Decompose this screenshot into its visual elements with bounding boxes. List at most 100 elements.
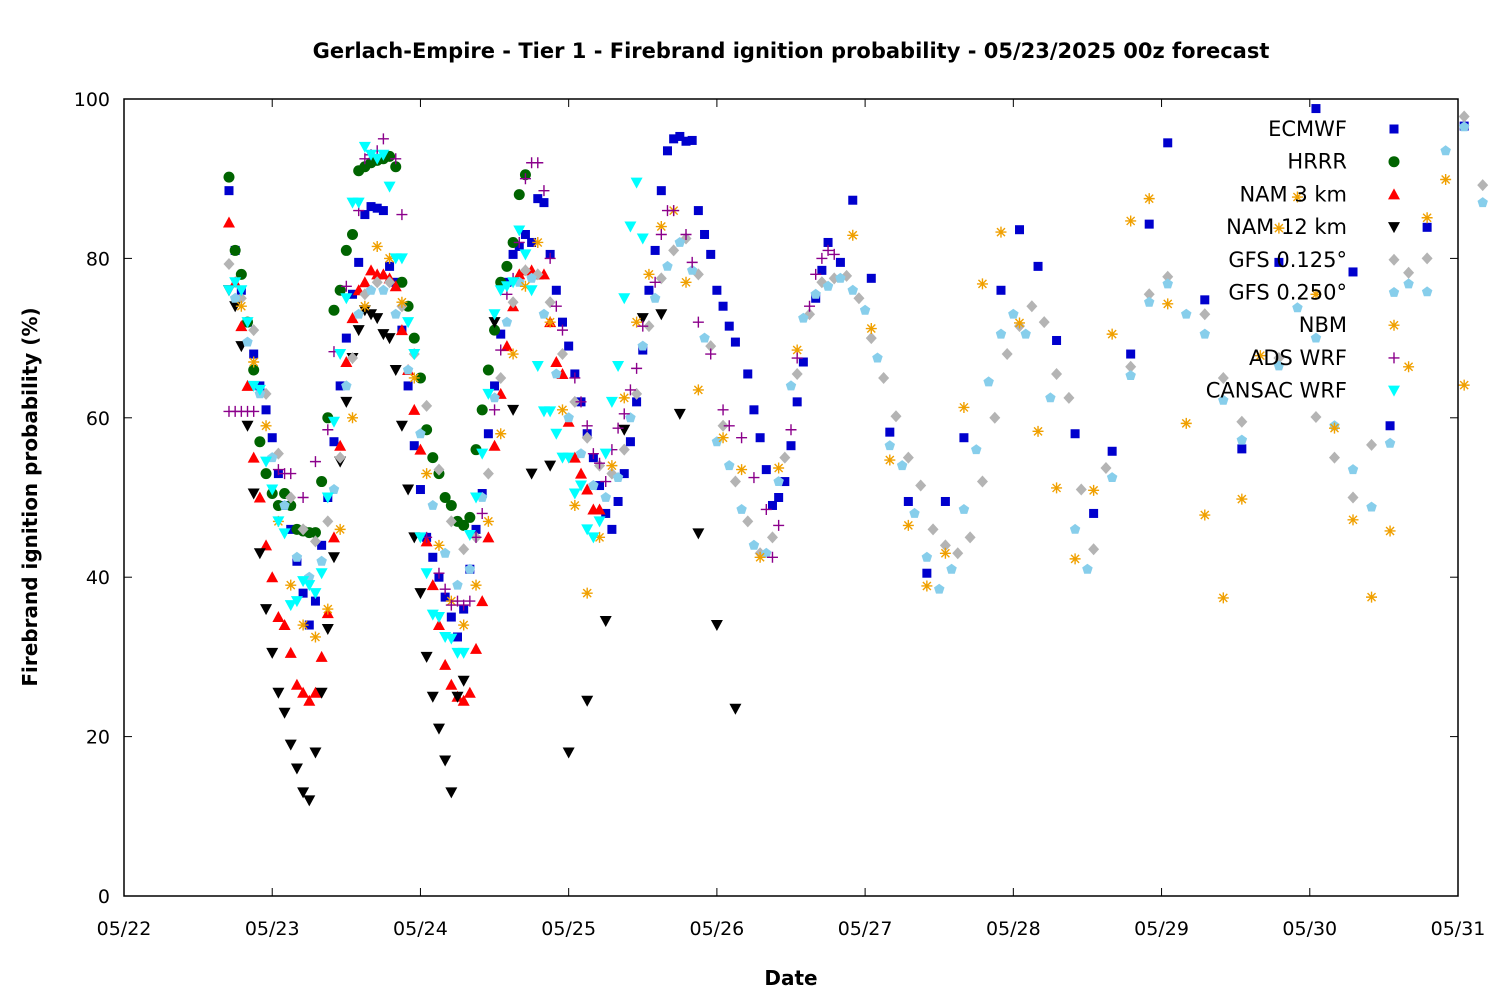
data-point bbox=[334, 523, 346, 535]
data-point bbox=[526, 272, 537, 283]
data-point bbox=[1347, 514, 1359, 526]
data-point bbox=[717, 419, 729, 432]
data-point bbox=[309, 535, 321, 548]
data-point bbox=[408, 403, 421, 415]
data-point bbox=[593, 503, 606, 515]
data-point bbox=[884, 454, 896, 466]
data-point bbox=[748, 472, 760, 484]
data-point bbox=[519, 249, 532, 261]
data-point bbox=[414, 588, 427, 600]
data-point bbox=[1001, 348, 1013, 361]
data-point bbox=[501, 260, 513, 272]
data-point bbox=[1033, 261, 1043, 271]
data-point bbox=[624, 221, 637, 233]
data-point bbox=[976, 278, 988, 290]
data-point bbox=[792, 397, 802, 407]
data-point bbox=[655, 221, 667, 233]
data-point bbox=[822, 280, 834, 291]
data-point bbox=[786, 441, 796, 451]
data-point bbox=[297, 492, 309, 503]
data-point bbox=[371, 240, 383, 252]
data-point bbox=[1458, 121, 1470, 132]
data-point bbox=[303, 694, 316, 706]
data-point bbox=[564, 341, 574, 351]
data-point bbox=[1310, 288, 1322, 300]
data-point bbox=[1347, 464, 1359, 475]
data-point bbox=[507, 296, 519, 309]
data-point bbox=[736, 432, 748, 444]
data-point bbox=[631, 316, 643, 328]
data-point bbox=[365, 284, 377, 295]
data-point bbox=[366, 202, 376, 212]
data-point bbox=[396, 296, 408, 308]
data-point bbox=[383, 333, 396, 345]
data-point bbox=[754, 551, 766, 563]
legend-label: ECMWF bbox=[1268, 117, 1347, 141]
data-point bbox=[458, 543, 470, 556]
data-point bbox=[249, 349, 259, 359]
data-point bbox=[1310, 332, 1322, 343]
data-point bbox=[1199, 509, 1211, 521]
data-point bbox=[476, 595, 489, 607]
data-point bbox=[266, 484, 279, 496]
data-point bbox=[317, 540, 327, 550]
data-point bbox=[378, 206, 388, 216]
data-point bbox=[686, 256, 698, 268]
data-point bbox=[1254, 350, 1266, 362]
y-tick-label: 20 bbox=[86, 727, 110, 749]
data-point bbox=[340, 356, 353, 368]
data-point bbox=[822, 244, 834, 256]
data-point bbox=[816, 252, 828, 264]
data-point bbox=[426, 691, 439, 703]
data-point bbox=[309, 631, 321, 643]
data-point bbox=[562, 452, 575, 464]
data-point bbox=[1163, 138, 1173, 148]
data-point bbox=[1020, 328, 1031, 339]
data-point bbox=[581, 483, 594, 495]
data-point bbox=[655, 228, 667, 240]
data-point bbox=[946, 563, 957, 574]
data-point bbox=[581, 524, 594, 536]
data-point bbox=[587, 448, 599, 460]
data-point bbox=[785, 424, 797, 436]
data-point bbox=[544, 406, 557, 418]
data-point bbox=[229, 292, 241, 303]
data-point bbox=[278, 528, 291, 540]
data-point bbox=[519, 264, 531, 277]
data-point bbox=[939, 547, 951, 559]
data-point bbox=[595, 481, 605, 491]
data-point bbox=[1125, 360, 1137, 373]
data-point bbox=[1162, 298, 1174, 310]
data-point bbox=[482, 467, 494, 480]
data-point bbox=[383, 181, 396, 193]
data-point bbox=[847, 229, 859, 241]
data-point bbox=[601, 508, 611, 518]
data-point bbox=[766, 531, 778, 544]
data-point bbox=[513, 268, 526, 280]
y-axis-label: Firebrand ignition probability (%) bbox=[18, 307, 42, 686]
data-point bbox=[340, 244, 352, 256]
data-point bbox=[507, 277, 520, 289]
data-point bbox=[266, 647, 279, 659]
data-point bbox=[303, 795, 316, 807]
data-point bbox=[699, 332, 710, 343]
data-point bbox=[284, 646, 297, 658]
legend-label: CANSAC WRF bbox=[1206, 379, 1347, 403]
data-point bbox=[278, 707, 291, 719]
data-point bbox=[532, 157, 544, 169]
data-point bbox=[835, 272, 846, 283]
data-point bbox=[347, 352, 359, 365]
data-point bbox=[377, 268, 390, 280]
data-point bbox=[229, 244, 241, 256]
data-point bbox=[527, 237, 537, 247]
data-point bbox=[254, 436, 266, 448]
data-point bbox=[1384, 525, 1396, 537]
data-point bbox=[656, 186, 666, 196]
data-point bbox=[718, 301, 728, 311]
data-point bbox=[310, 596, 320, 606]
data-point bbox=[736, 464, 748, 476]
data-point bbox=[624, 384, 636, 396]
data-point bbox=[371, 153, 384, 165]
data-point bbox=[476, 404, 488, 416]
data-point bbox=[495, 344, 507, 356]
